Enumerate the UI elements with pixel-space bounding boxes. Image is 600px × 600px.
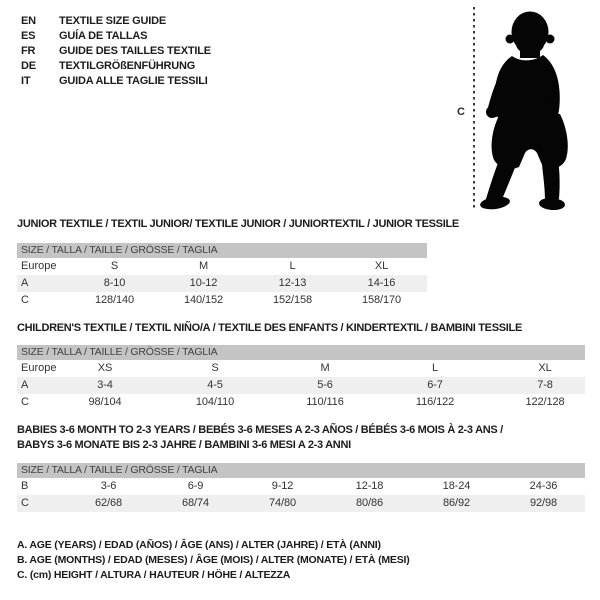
table-cell: 116/122 — [415, 396, 455, 408]
language-title: GUÍA DE TALLAS — [59, 30, 148, 42]
table-title: BABIES 3-6 MONTH TO 2-3 YEARS / BEBÉS 3-… — [17, 423, 503, 453]
legend-footnotes: A. AGE (YEARS) / EDAD (AÑOS) / ÂGE (ANS)… — [17, 538, 410, 583]
table-cell: 12-18 — [355, 480, 384, 492]
table-cell: 74/80 — [268, 497, 297, 509]
language-row: FR GUIDE DES TAILLES TEXTILE — [21, 44, 211, 59]
table-row: A 3-4 4-5 5-6 6-7 7-8 — [17, 377, 585, 394]
row-label: Europe — [21, 260, 57, 272]
size-table: SIZE / TALLA / TAILLE / GRÖSSE / TAGLIA E… — [17, 345, 585, 411]
table-cell: 92/98 — [529, 497, 558, 509]
language-title: TEXTILGRÖßENFÜHRUNG — [59, 60, 196, 72]
language-title: GUIDE DES TAILLES TEXTILE — [59, 45, 211, 57]
table-cell: M — [320, 362, 330, 374]
table-cell: 62/68 — [94, 497, 123, 509]
table-row: C 98/104 104/110 110/116 116/122 122/128 — [17, 394, 585, 411]
table-cell: 5-6 — [317, 379, 333, 391]
table-row: C 128/140 140/152 152/158 158/170 — [17, 292, 427, 309]
language-code: IT — [21, 75, 31, 87]
table-cell: 86/92 — [442, 497, 471, 509]
table-cell: 104/110 — [195, 396, 235, 408]
table-cell: S — [211, 362, 219, 374]
table-title-line: CHILDREN'S TEXTILE / TEXTIL NIÑO/A / TEX… — [17, 322, 522, 334]
table-cell: 3-4 — [97, 379, 113, 391]
table-title: CHILDREN'S TEXTILE / TEXTIL NIÑO/A / TEX… — [17, 321, 522, 336]
table-row: Europe S M L XL — [17, 258, 427, 275]
row-label: B — [21, 480, 29, 492]
table-title-line: BABIES 3-6 MONTH TO 2-3 YEARS / BEBÉS 3-… — [17, 424, 503, 436]
table-cell: 6-9 — [187, 480, 204, 492]
table-cell: XS — [97, 362, 113, 374]
footnote-line: B. AGE (MONTHS) / EDAD (MESES) / ÂGE (MO… — [17, 554, 410, 566]
table-title: JUNIOR TEXTILE / TEXTIL JUNIOR/ TEXTILE … — [17, 217, 459, 232]
table-cell: 18-24 — [442, 480, 471, 492]
row-label: A — [21, 379, 29, 391]
table-cell: 158/170 — [361, 294, 402, 306]
table-cell: L — [431, 362, 439, 374]
row-label: A — [21, 277, 29, 289]
table-cell: 24-36 — [529, 480, 558, 492]
table-cell: 6-7 — [427, 379, 443, 391]
row-label: Europe — [21, 362, 57, 374]
table-cell: L — [289, 260, 296, 272]
table-row: C 62/68 68/74 74/80 80/86 86/92 92/98 — [17, 495, 585, 512]
size-table: SIZE / TALLA / TAILLE / GRÖSSE / TAGLIA E… — [17, 243, 427, 309]
table-cell: 122/128 — [525, 396, 565, 408]
table-cell: 128/140 — [94, 294, 135, 306]
language-row: IT GUIDA ALLE TAGLIE TESSILI — [21, 74, 211, 89]
table-row: Europe XS S M L XL — [17, 360, 585, 377]
size-table: SIZE / TALLA / TAILLE / GRÖSSE / TAGLIA B… — [17, 463, 585, 512]
table-cell: 68/74 — [181, 497, 210, 509]
table-title-line: JUNIOR TEXTILE / TEXTIL JUNIOR/ TEXTILE … — [17, 218, 459, 230]
table-cell: 4-5 — [207, 379, 223, 391]
language-code: DE — [21, 60, 36, 72]
language-row: EN TEXTILE SIZE GUIDE — [21, 14, 211, 29]
table-cell: 14-16 — [367, 277, 396, 289]
language-code: EN — [21, 15, 36, 27]
table-header-bar: SIZE / TALLA / TAILLE / GRÖSSE / TAGLIA — [17, 243, 427, 258]
language-title: GUIDA ALLE TAGLIE TESSILI — [59, 75, 208, 87]
table-cell: 110/116 — [306, 396, 344, 408]
table-cell: 140/152 — [183, 294, 224, 306]
table-cell: 3-6 — [100, 480, 117, 492]
table-cell: 8-10 — [103, 277, 126, 289]
table-row: A 8-10 10-12 12-13 14-16 — [17, 275, 427, 292]
table-header-bar: SIZE / TALLA / TAILLE / GRÖSSE / TAGLIA — [17, 463, 585, 478]
footnote-line: A. AGE (YEARS) / EDAD (AÑOS) / ÂGE (ANS)… — [17, 539, 381, 551]
height-dimension-label: C — [457, 106, 465, 118]
table-row: B 3-6 6-9 9-12 12-18 18-24 24-36 — [17, 478, 585, 495]
table-cell: 98/104 — [88, 396, 122, 408]
table-header-bar: SIZE / TALLA / TAILLE / GRÖSSE / TAGLIA — [17, 345, 585, 360]
footnote-line: C. (cm) HEIGHT / ALTURA / HAUTEUR / HÖHE… — [17, 569, 291, 581]
row-label: C — [21, 497, 29, 509]
language-row: DE TEXTILGRÖßENFÜHRUNG — [21, 59, 211, 74]
baby-silhouette-icon — [473, 7, 568, 211]
row-label: C — [21, 294, 29, 306]
table-cell: XL — [538, 362, 552, 374]
baby-silhouette — [480, 11, 568, 211]
table-title-line: BABYS 3-6 MONATE BIS 2-3 JAHRE / BAMBINI… — [17, 439, 351, 451]
language-title-list: EN TEXTILE SIZE GUIDE ES GUÍA DE TALLAS FR GU… — [21, 14, 211, 89]
row-label: C — [21, 396, 29, 408]
table-cell: 9-12 — [271, 480, 294, 492]
language-row: ES GUÍA DE TALLAS — [21, 29, 211, 44]
table-cell: 12-13 — [278, 277, 307, 289]
language-code: FR — [21, 45, 36, 57]
table-cell: XL — [374, 260, 389, 272]
table-cell: M — [198, 260, 209, 272]
table-cell: 7-8 — [537, 379, 553, 391]
table-cell: 152/158 — [272, 294, 313, 306]
table-cell: 80/86 — [355, 497, 384, 509]
table-cell: 10-12 — [189, 277, 218, 289]
table-cell: S — [110, 260, 119, 272]
size-figure — [450, 2, 600, 212]
language-code: ES — [21, 30, 36, 42]
language-title: TEXTILE SIZE GUIDE — [59, 15, 167, 27]
